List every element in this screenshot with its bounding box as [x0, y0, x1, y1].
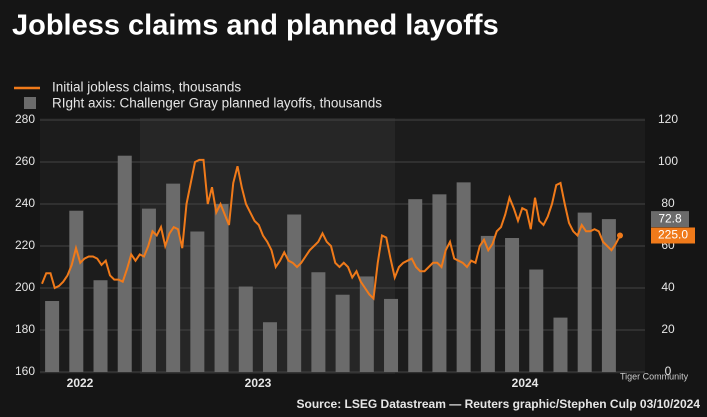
bar — [190, 231, 205, 372]
y-tick-label: 280 — [15, 112, 35, 126]
end-dot — [617, 232, 623, 239]
bar — [166, 183, 181, 372]
y2-tick-label: 20 — [661, 322, 675, 336]
bar — [480, 235, 495, 372]
y-tick-label: 180 — [15, 322, 35, 336]
bar — [601, 219, 616, 372]
legend-label: RIght axis: Challenger Gray planned layo… — [52, 96, 382, 111]
bar — [311, 272, 326, 372]
bar — [287, 214, 302, 372]
y-tick-label: 220 — [15, 238, 35, 252]
legend-label: Initial jobless claims, thousands — [52, 80, 241, 95]
y2-tick-label: 100 — [658, 154, 678, 168]
bar — [577, 212, 592, 372]
bar — [384, 298, 399, 372]
y2-tick-label: 120 — [658, 112, 678, 126]
bar — [69, 210, 84, 372]
bar — [238, 286, 253, 372]
value-label: 72.8 — [658, 211, 682, 225]
bar — [408, 199, 423, 372]
bar — [335, 294, 350, 372]
y-tick-label: 200 — [15, 280, 35, 294]
value-box — [651, 227, 695, 244]
bar — [117, 155, 132, 372]
y2-tick-label: 0 — [665, 364, 672, 378]
source: Source: LSEG Datastream — Reuters graphi… — [297, 397, 701, 411]
y2-tick-label: 80 — [661, 196, 675, 210]
line — [41, 158, 621, 301]
bar — [214, 204, 229, 372]
y-tick-label: 160 — [15, 364, 35, 378]
bar — [359, 276, 374, 372]
watermark: Tiger Community — [620, 371, 689, 381]
value-box — [651, 211, 689, 228]
bar — [93, 280, 108, 372]
x-tick-label: 2023 — [245, 376, 272, 390]
bar — [456, 182, 471, 372]
legend-swatch — [24, 97, 36, 109]
bar — [553, 317, 568, 372]
y-tick-label: 260 — [15, 154, 35, 168]
value-label: 225.0 — [658, 228, 688, 242]
bar — [45, 301, 60, 372]
x-tick-label: 2022 — [67, 376, 94, 390]
bar — [262, 322, 277, 372]
bar — [141, 208, 156, 372]
bar — [432, 194, 447, 372]
y-tick-label: 240 — [15, 196, 35, 210]
y2-tick-label: 40 — [661, 280, 675, 294]
bar — [529, 269, 544, 372]
bar — [505, 238, 520, 372]
chart-title: Jobless claims and planned layoffs — [12, 10, 499, 42]
x-tick-label: 2024 — [512, 376, 539, 390]
